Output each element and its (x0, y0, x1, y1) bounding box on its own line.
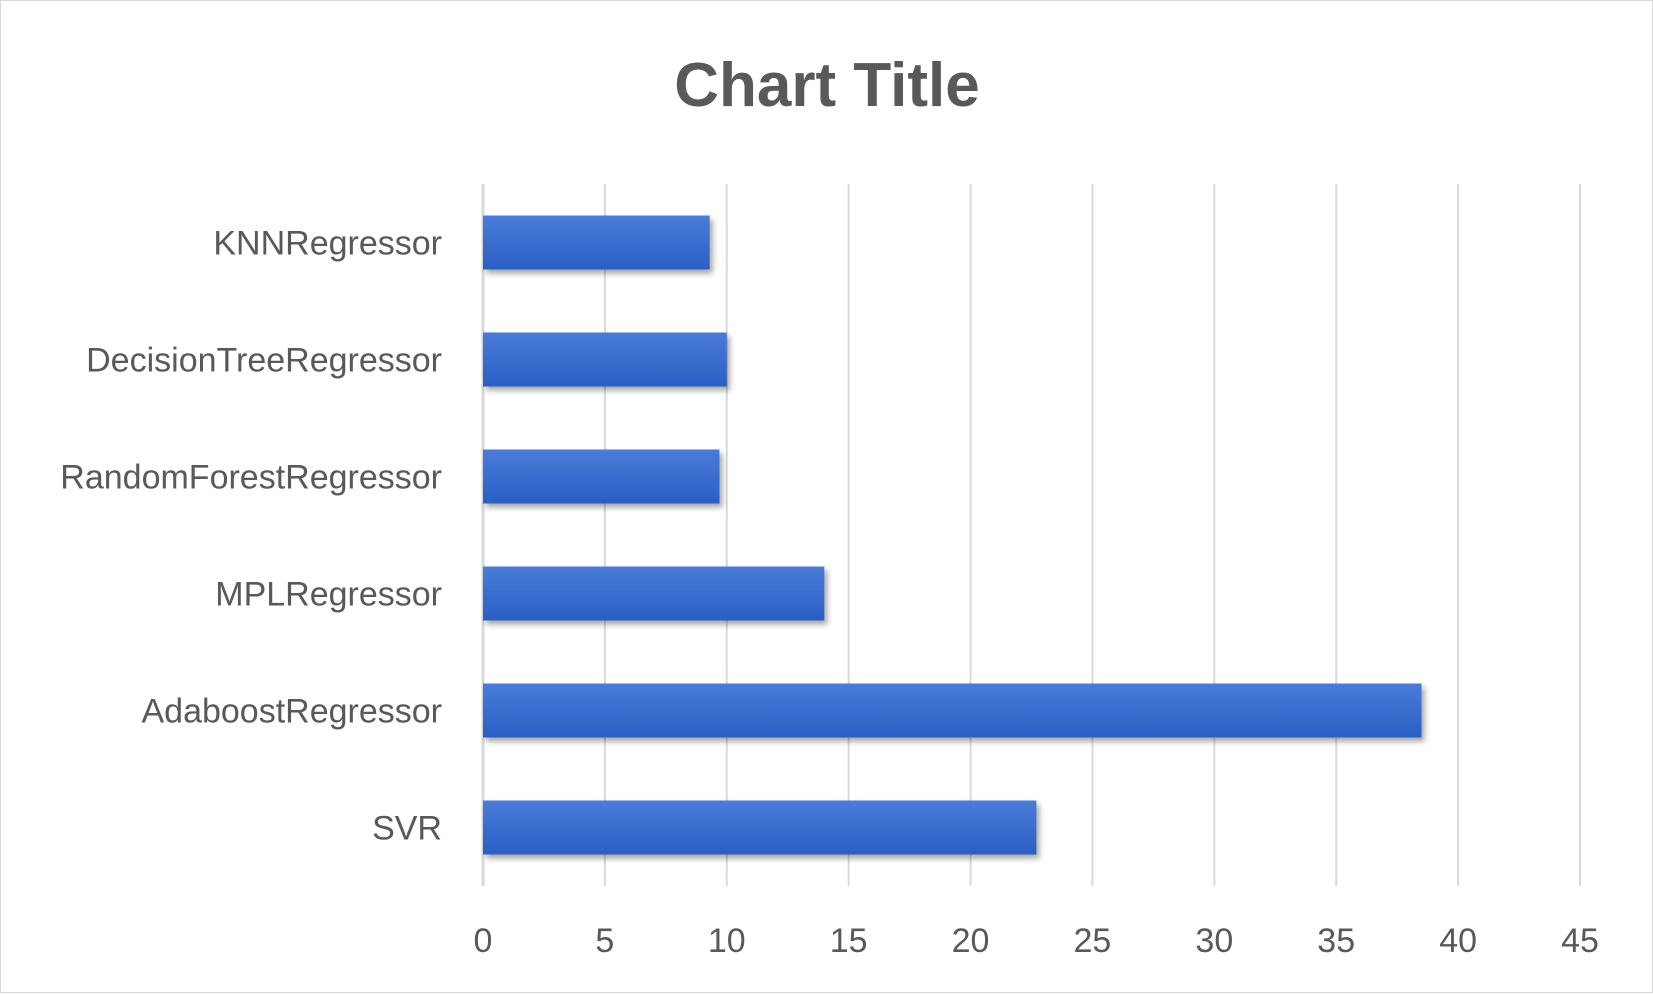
x-tick-label: 10 (708, 922, 746, 960)
x-tick-label: 30 (1195, 922, 1233, 960)
x-tick-label: 40 (1439, 922, 1477, 960)
x-tick-label: 35 (1317, 922, 1355, 960)
bar (483, 215, 710, 270)
bar (483, 332, 727, 387)
bar (483, 566, 825, 621)
category-label: RandomForestRegressor (60, 459, 442, 497)
chart-title: Chart Title (674, 51, 979, 120)
category-label: DecisionTreeRegressor (86, 342, 442, 380)
x-tick-label: 15 (830, 922, 868, 960)
x-tick-labels: 0 5 10 15 20 25 30 35 40 45 (474, 922, 1599, 960)
bar (483, 449, 720, 504)
x-tick-label: 45 (1561, 922, 1599, 960)
bar (483, 800, 1037, 855)
bars (483, 215, 1422, 855)
x-tick-label: 25 (1074, 922, 1112, 960)
category-label: KNNRegressor (213, 225, 442, 263)
category-label: AdaboostRegressor (141, 693, 442, 731)
x-tick-label: 5 (595, 922, 614, 960)
gridlines (481, 184, 1581, 886)
x-tick-label: 20 (952, 922, 990, 960)
bar (483, 683, 1422, 738)
x-tick-label: 0 (474, 922, 493, 960)
category-label: MPLRegressor (215, 576, 442, 614)
category-labels: SVR AdaboostRegressor MPLRegressor RandomFo… (60, 225, 442, 848)
category-label: SVR (372, 810, 442, 848)
